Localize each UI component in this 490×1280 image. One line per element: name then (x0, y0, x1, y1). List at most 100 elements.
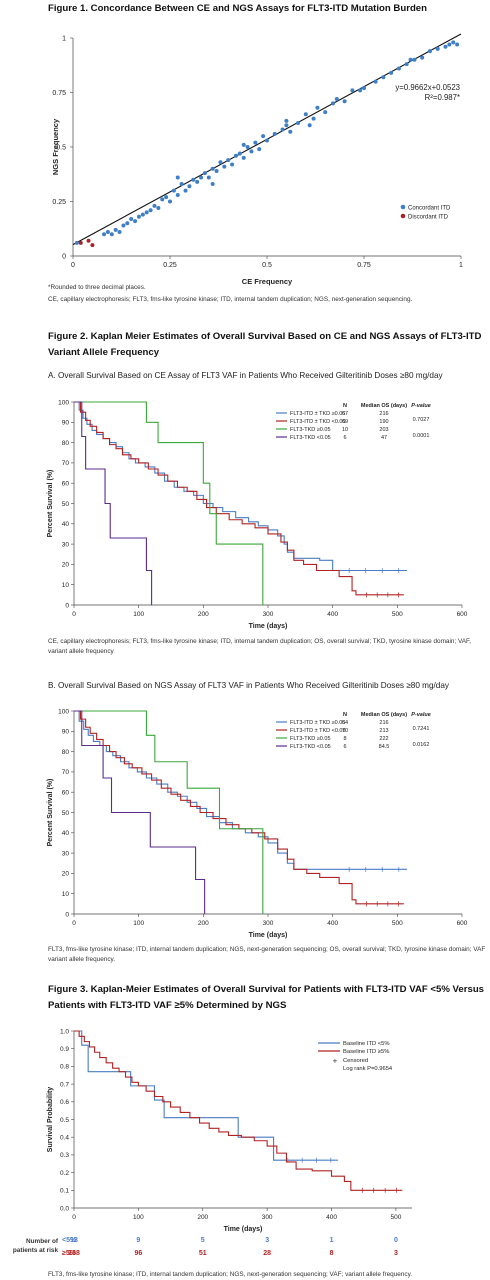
risk-count: 8 (330, 1250, 334, 1257)
x-tick-label: 300 (263, 611, 274, 618)
x-tick-label: 200 (198, 920, 209, 927)
y-tick-label: 90 (62, 729, 70, 736)
legend-label-3: FLT3-TKD ≥0.05 (290, 427, 331, 433)
concordant-point (210, 166, 215, 171)
x-tick-label: 0.25 (163, 262, 177, 269)
concordant-point (183, 188, 188, 193)
y-tick-label: 0.9 (60, 1046, 69, 1053)
concordant-point (412, 57, 417, 62)
concordant-point (362, 86, 366, 91)
legend-median-1: 216 (379, 411, 388, 417)
figure2b-km-chart: 0 100 200 300 400 500 600 0 10 20 30 40 50 60 70 80 90 10… (47, 708, 468, 939)
x-tick-label: 600 (457, 611, 468, 618)
survival-curve-1 (74, 401, 408, 572)
concordant-point (284, 123, 289, 128)
concordant-point (245, 145, 250, 149)
y-tick-label: 0.1 (60, 1188, 69, 1195)
y-tick-label: 10 (62, 582, 70, 589)
concordant-point (109, 232, 114, 237)
concordant-point (408, 57, 413, 62)
risk-group-label-1: <5% (62, 1237, 77, 1244)
concordant-point (443, 44, 448, 49)
legend-header-3: P-value (411, 712, 431, 718)
concordant-point (195, 179, 200, 184)
risk-count: 0 (394, 1237, 398, 1244)
legend-median-1: 216 (379, 720, 388, 726)
figure2a-km-chart: 0 100 200 300 400 500 600 0 10 20 30 40 50 60 70 80 90 10… (47, 399, 468, 630)
concordant-point (125, 221, 130, 226)
x-tick-label: 1 (459, 262, 463, 269)
x-tick-label: 100 (133, 1214, 144, 1221)
r-squared-label: R²=0.987* (425, 93, 460, 102)
y-tick-label: 1 (62, 36, 66, 43)
y-tick-label: 50 (62, 501, 70, 508)
survival-curve-1 (74, 710, 408, 870)
y-axis-title: Percent Survival (%) (47, 470, 54, 538)
legend-n-2: 70 (342, 728, 348, 734)
concordant-point (179, 182, 184, 187)
y-tick-label: 0.75 (52, 90, 66, 97)
y-tick-label: 0 (65, 602, 69, 609)
y-tick-label: 70 (62, 460, 70, 467)
concordant-point (233, 153, 238, 158)
discordant-point (78, 240, 83, 245)
figure2a-title: A. Overall Survival Based on CE Assay of… (48, 371, 443, 380)
concordant-point (342, 99, 347, 104)
x-tick-label: 400 (327, 920, 338, 927)
y-tick-label: 0.25 (52, 199, 66, 206)
legend-label-censored: Censored (343, 1058, 368, 1064)
x-tick-label: 0.5 (262, 262, 272, 269)
concordant-point (265, 138, 269, 143)
survival-curve-3 (74, 710, 264, 914)
concordant-point (117, 230, 122, 235)
y-tick-label: 1.0 (60, 1028, 69, 1035)
concordant-point (315, 105, 320, 110)
concordant-point (303, 112, 308, 117)
legend-median-3: 203 (379, 427, 388, 433)
concordant-point (140, 212, 145, 217)
discordant-point (86, 238, 91, 243)
y-tick-label: 80 (62, 440, 70, 447)
y-tick-label: 0.0 (60, 1205, 69, 1212)
legend-label-discordant: Discordant ITD (408, 214, 449, 220)
concordant-point (199, 175, 204, 180)
x-tick-label: 400 (327, 611, 338, 618)
concordant-point (148, 208, 153, 213)
risk-count: 5 (201, 1237, 205, 1244)
concordant-point (241, 142, 246, 147)
risk-count: 96 (134, 1250, 142, 1257)
y-axis-title: Survival Probability (47, 1087, 54, 1152)
concordant-point (152, 203, 157, 208)
y-tick-label: 70 (62, 769, 70, 776)
legend-n-1: 64 (342, 720, 348, 726)
legend-label-2: Baseline ITD ≥5% (343, 1049, 389, 1055)
risk-count: 9 (136, 1237, 140, 1244)
risk-count: 3 (265, 1237, 269, 1244)
concordant-point (350, 88, 355, 93)
legend-label-concordant: Concordant ITD (408, 205, 451, 211)
figure1-scatter-chart: 0 0.25 0.5 0.75 1 0 0.25 0.5 0.75 1 CE Frequency NG… (51, 33, 463, 286)
y-tick-label: 0.5 (60, 1117, 69, 1124)
x-tick-label: 300 (263, 920, 274, 927)
survival-curve-4 (74, 401, 153, 605)
figure1-title: Figure 1. Concordance Between CE and NGS… (48, 3, 427, 14)
legend-n-4: 6 (343, 435, 346, 441)
y-tick-label: 20 (62, 562, 70, 569)
concordant-point (396, 66, 401, 71)
concordant-point (451, 40, 456, 45)
legend-header-2: Median OS (days) (361, 403, 407, 409)
figure1-footnote-rounding: *Rounded to three decimal places. (48, 284, 146, 291)
figure2b-title: B. Overall Survival Based on NGS Assay o… (48, 681, 449, 690)
figure3-km-chart: 0 100 200 300 400 500 0.0 0.1 0.2 0.3 0.4 0.5 0.6 0.7… (47, 1028, 412, 1233)
legend-label-2: FLT3-ITD ± TKD <0.05 (290, 728, 346, 734)
survival-curve-3 (74, 401, 264, 605)
concordant-point (272, 131, 277, 136)
censored-legend-icon: + (333, 1057, 338, 1066)
concordant-point (164, 195, 169, 200)
y-tick-label: 0.5 (56, 145, 66, 152)
figure1-footnote-abbreviations: CE, capillary electrophoresis; FLT3, fms… (48, 296, 413, 303)
concordant-point (427, 49, 432, 54)
concordant-point (160, 197, 165, 202)
y-tick-label: 20 (62, 871, 70, 878)
y-tick-label: 0 (62, 254, 66, 261)
